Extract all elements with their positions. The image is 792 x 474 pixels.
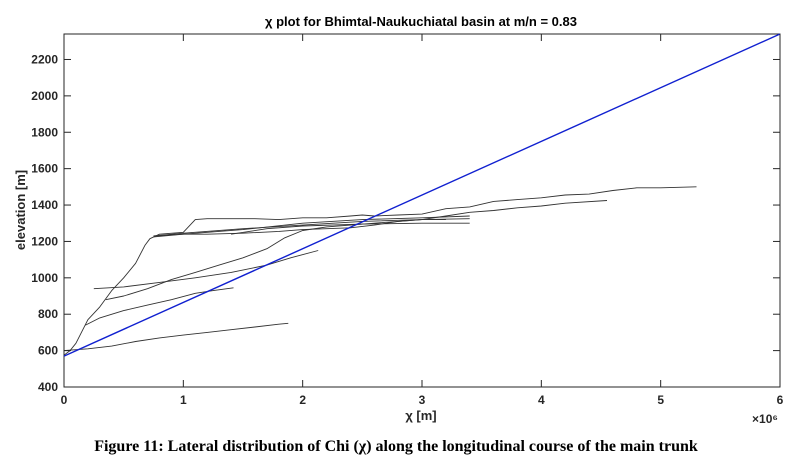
stream-profile-line-9 — [63, 322, 289, 352]
stream-profile-line-6 — [105, 219, 446, 301]
y-tick-label: 800 — [38, 307, 58, 321]
y-tick-label: 1200 — [31, 234, 58, 248]
stream-profile-line-5 — [231, 222, 470, 235]
chi-plot-chart: χ plot for Bhimtal-Naukuchiatal basin at… — [13, 14, 784, 426]
x-tick-label: 4 — [538, 393, 545, 407]
x-axis-label: χ [m] — [405, 408, 436, 423]
stream-profile-line-1 — [63, 186, 697, 356]
plot-area: 0 1 2 3 4 5 6 400 600 800 1000 1200 1400 1600 1800 2000… — [31, 33, 784, 407]
y-tick-label: 2200 — [31, 52, 58, 66]
ticks-layer: 0 1 2 3 4 5 6 400 600 800 1000 1200 1400 1600 1800 2000… — [31, 34, 784, 407]
y-tick-label: 1000 — [31, 271, 58, 285]
stream-profile-line-3 — [153, 215, 470, 237]
x-tick-label: 6 — [777, 393, 784, 407]
x-axis-exponent-label: ×10⁶ — [752, 412, 778, 426]
x-tick-label: 1 — [180, 393, 187, 407]
series-layer — [63, 33, 781, 357]
x-tick-label: 0 — [61, 393, 68, 407]
trend-line — [63, 33, 781, 357]
plot-frame — [63, 33, 781, 388]
x-tick-label: 5 — [657, 393, 664, 407]
figure-caption: Figure 11: Lateral distribution of Chi (… — [94, 438, 698, 455]
x-tick-label: 3 — [419, 393, 426, 407]
y-tick-label: 600 — [38, 344, 58, 358]
y-tick-label: 1600 — [31, 162, 58, 176]
y-tick-label: 1400 — [31, 198, 58, 212]
chart-title: χ plot for Bhimtal-Naukuchiatal basin at… — [265, 14, 577, 29]
y-tick-label: 400 — [38, 380, 58, 394]
x-tick-label: 2 — [299, 393, 306, 407]
y-tick-label: 1800 — [31, 125, 58, 139]
y-tick-label: 2000 — [31, 89, 58, 103]
y-axis-label: elevation [m] — [13, 170, 28, 250]
stream-profile-line-7 — [93, 250, 319, 290]
